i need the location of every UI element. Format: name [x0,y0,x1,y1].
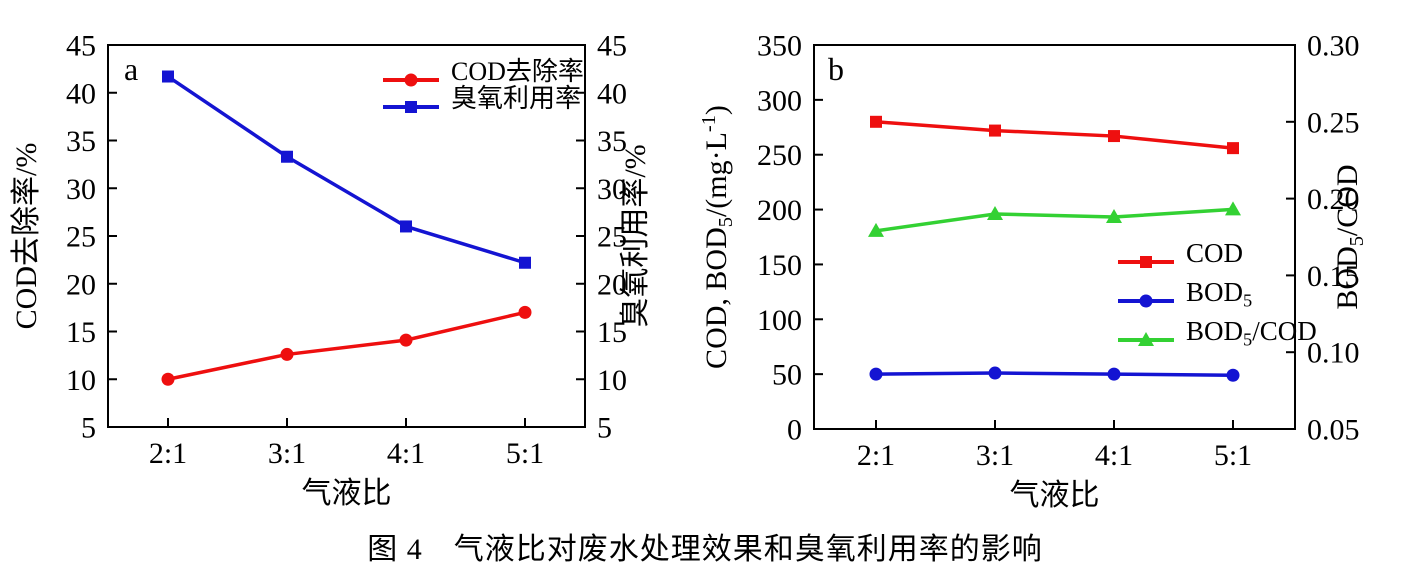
series-1-marker [1107,367,1121,381]
series-0-marker [1108,130,1120,143]
series-1-marker [400,220,412,233]
legend-label-0: COD去除率 [451,57,584,86]
series-0-line [875,120,1234,150]
left-axis-tick-label: 350 [757,30,802,63]
x-axis-tick-label: 5:1 [506,437,544,470]
right-axis-tick-label: 40 [597,77,627,110]
series-0-marker [518,305,532,319]
left-axis-tick-label: 150 [757,249,802,282]
chart-a-gas-liquid-ratio-removal: 5 10 15 20 25 30 35 40 45 5 10 15 20 25 30 35 40 45 2:1 3:1… [10,30,652,511]
x-axis-title: 气液比 [1010,479,1100,512]
right-axis-tick-label: 0.10 [1307,337,1360,370]
series-0-line [167,310,526,381]
legend-swatch-marker-2 [1138,332,1154,346]
left-axis-title: COD去除率/% [10,143,43,330]
series-2-marker [987,205,1003,220]
right-axis-title: BOD5/COD [1331,164,1368,309]
left-axis-tick-label: 5 [81,412,96,445]
left-axis-tick-label: 100 [757,304,802,337]
series-0-marker [399,333,413,347]
series-1-marker [869,367,883,381]
right-axis-tick-label: 45 [597,30,627,63]
series-1-line [167,75,526,265]
right-axis-tick-label: 20 [597,268,627,301]
legend-swatch-marker-0 [1140,256,1152,268]
left-axis-tick-label: 300 [757,84,802,117]
legend-swatch-marker-1 [405,101,417,113]
x-axis-tick-label: 3:1 [268,437,306,470]
left-axis-title: COD, BOD5/(mg·L-1) [700,105,737,369]
x-axis-tick-label: 2:1 [857,439,895,472]
series-2-line [875,207,1234,233]
charts-row: 5 10 15 20 25 30 35 40 45 5 10 15 20 25 30 35 40 45 2:1 3:1… [10,30,1368,513]
x-axis-title: 气液比 [302,477,392,510]
series-0-marker [161,372,175,386]
series-1-marker [162,70,174,83]
series-0-marker [280,347,294,361]
left-axis-tick-label: 50 [772,359,802,392]
x-axis-tick-label: 4:1 [1095,439,1133,472]
left-axis-tick-label: 25 [66,221,96,254]
legend-label-1: 臭氧利用率 [451,84,581,113]
left-axis-tick-label: 250 [757,139,802,172]
left-axis-tick-label: 45 [66,30,96,63]
series-0-marker [1227,142,1239,155]
plot-frame [813,44,1296,430]
series-2-marker [1106,209,1122,224]
x-axis-tick-label: 5:1 [1214,439,1252,472]
series-0-marker [989,124,1001,137]
series-2-marker [1225,201,1241,216]
legend-swatch-marker-1 [1139,294,1153,308]
left-axis-tick-label: 15 [66,316,96,349]
right-axis-tick-label: 30 [597,173,627,206]
panel-label: b [828,51,844,87]
right-axis-tick-label: 0.25 [1307,106,1360,139]
series-1-line [875,371,1234,377]
right-axis-tick-label: 5 [597,412,612,445]
right-axis-tick-label: 15 [597,316,627,349]
left-axis-tick-label: 30 [66,173,96,206]
figure-caption: 图 4 气液比对废水处理效果和臭氧利用率的影响 [367,533,1043,566]
x-axis-tick-label: 2:1 [149,437,187,470]
right-axis-tick-label: 35 [597,125,627,158]
x-axis-tick-label: 3:1 [976,439,1014,472]
right-axis-title: 臭氧利用率/% [619,144,652,327]
right-axis-tick-label: 10 [597,364,627,397]
left-axis-tick-label: 40 [66,77,96,110]
right-axis-tick-label: 0.20 [1307,183,1360,216]
legend-label-0: COD [1186,238,1243,268]
series-1-marker [988,366,1002,380]
series-0-marker [870,115,882,128]
left-axis-tick-label: 0 [787,414,802,447]
left-axis-tick-label: 200 [757,194,802,227]
right-axis-tick-label: 0.05 [1307,414,1360,447]
series-2-marker [868,222,884,237]
series-1-marker [1226,368,1240,382]
left-axis-tick-label: 10 [66,364,96,397]
right-axis-tick-label: 0.30 [1307,30,1360,63]
legend-label-1: BOD5 [1186,277,1252,310]
right-axis-tick-label: 0.15 [1307,260,1360,293]
x-axis-tick-label: 4:1 [387,437,425,470]
left-axis-tick-label: 20 [66,268,96,301]
right-axis-tick-label: 25 [597,221,627,254]
series-1-marker [519,256,531,269]
left-axis-tick-label: 35 [66,125,96,158]
legend-swatch-marker-0 [404,73,418,87]
panel-label: a [124,51,138,87]
legend-label-2: BOD5/COD [1186,316,1317,349]
series-1-marker [281,150,293,163]
chart-b-cod-bod-ratio: 0 50 100 150 200 250 300 350 0.05 0.10 0.15 0.20 0.2… [700,30,1368,513]
